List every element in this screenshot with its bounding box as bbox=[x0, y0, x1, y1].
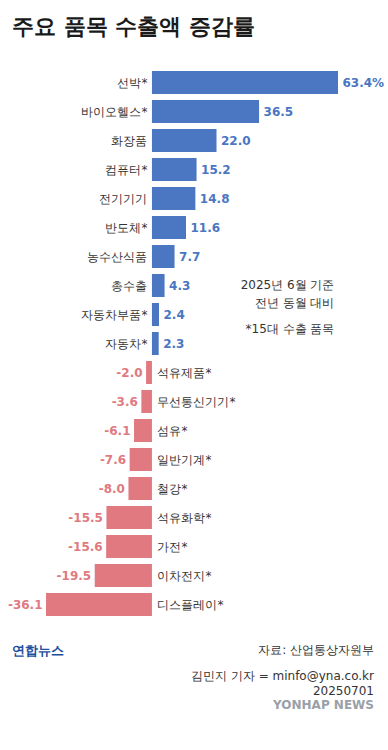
html-text:자료: 산업통상자원부: 자료: 산업통상자원부 bbox=[258, 643, 374, 657]
svg-text:-8.0: -8.0 bbox=[99, 482, 125, 496]
svg-text:철강*: 철강* bbox=[157, 482, 187, 496]
svg-text:자동차*: 자동차* bbox=[105, 337, 147, 351]
svg-text:섬유*: 섬유* bbox=[157, 424, 187, 438]
svg-text:석유제품*: 석유제품* bbox=[157, 366, 211, 380]
svg-text:자동차부품*: 자동차부품* bbox=[81, 308, 147, 322]
svg-text:바이오헬스*: 바이오헬스* bbox=[81, 105, 147, 119]
svg-text:이차전지*: 이차전지* bbox=[157, 569, 211, 583]
svg-text:-15.5: -15.5 bbox=[68, 511, 103, 525]
svg-text:전년 동월 대비: 전년 동월 대비 bbox=[255, 296, 335, 310]
svg-text:36.5: 36.5 bbox=[264, 105, 294, 119]
svg-text:*15대 수출 품목: *15대 수출 품목 bbox=[246, 322, 335, 336]
html-text:YONHAP NEWS: YONHAP NEWS bbox=[273, 698, 374, 712]
html-text:연합뉴스: 연합뉴스 bbox=[12, 643, 64, 658]
html-text:주요 품목 수출액 증감률: 주요 품목 수출액 증감률 bbox=[12, 14, 255, 39]
svg-text:2.3: 2.3 bbox=[163, 337, 184, 351]
svg-text:반도체*: 반도체* bbox=[105, 221, 147, 235]
svg-text:2025년 6월 기준: 2025년 6월 기준 bbox=[241, 278, 335, 292]
svg-text:14.8: 14.8 bbox=[200, 192, 230, 206]
svg-text:가전*: 가전* bbox=[157, 540, 187, 554]
svg-text:15.2: 15.2 bbox=[201, 163, 231, 177]
svg-text:-3.6: -3.6 bbox=[112, 395, 138, 409]
svg-text:4.3: 4.3 bbox=[169, 279, 190, 293]
svg-text:-2.0: -2.0 bbox=[116, 366, 142, 380]
svg-text:-15.6: -15.6 bbox=[68, 540, 103, 554]
svg-text:-6.1: -6.1 bbox=[104, 424, 130, 438]
svg-text:-19.5: -19.5 bbox=[57, 569, 92, 583]
svg-text:석유화학*: 석유화학* bbox=[157, 511, 211, 525]
svg-text:화장품: 화장품 bbox=[111, 134, 147, 148]
svg-text:총수출: 총수출 bbox=[111, 279, 147, 293]
svg-text:-36.1: -36.1 bbox=[8, 598, 43, 612]
html-text:김민지 기자 = minfo@yna.co.kr: 김민지 기자 = minfo@yna.co.kr bbox=[191, 669, 374, 683]
svg-text:농수산식품: 농수산식품 bbox=[87, 250, 147, 264]
svg-text:컴퓨터*: 컴퓨터* bbox=[105, 163, 147, 177]
svg-text:7.7: 7.7 bbox=[179, 250, 200, 264]
svg-text:22.0: 22.0 bbox=[221, 134, 251, 148]
html-text:20250701: 20250701 bbox=[312, 684, 374, 698]
svg-text:선박*: 선박* bbox=[117, 76, 147, 90]
svg-text:디스플레이*: 디스플레이* bbox=[157, 598, 223, 612]
svg-text:63.4%: 63.4% bbox=[343, 76, 385, 90]
svg-text:2.4: 2.4 bbox=[163, 308, 184, 322]
svg-text:11.6: 11.6 bbox=[190, 221, 220, 235]
svg-text:일반기계*: 일반기계* bbox=[157, 453, 211, 467]
svg-text:전기기기: 전기기기 bbox=[99, 192, 147, 206]
svg-text:무선통신기기*: 무선통신기기* bbox=[157, 395, 235, 409]
svg-text:-7.6: -7.6 bbox=[100, 453, 126, 467]
